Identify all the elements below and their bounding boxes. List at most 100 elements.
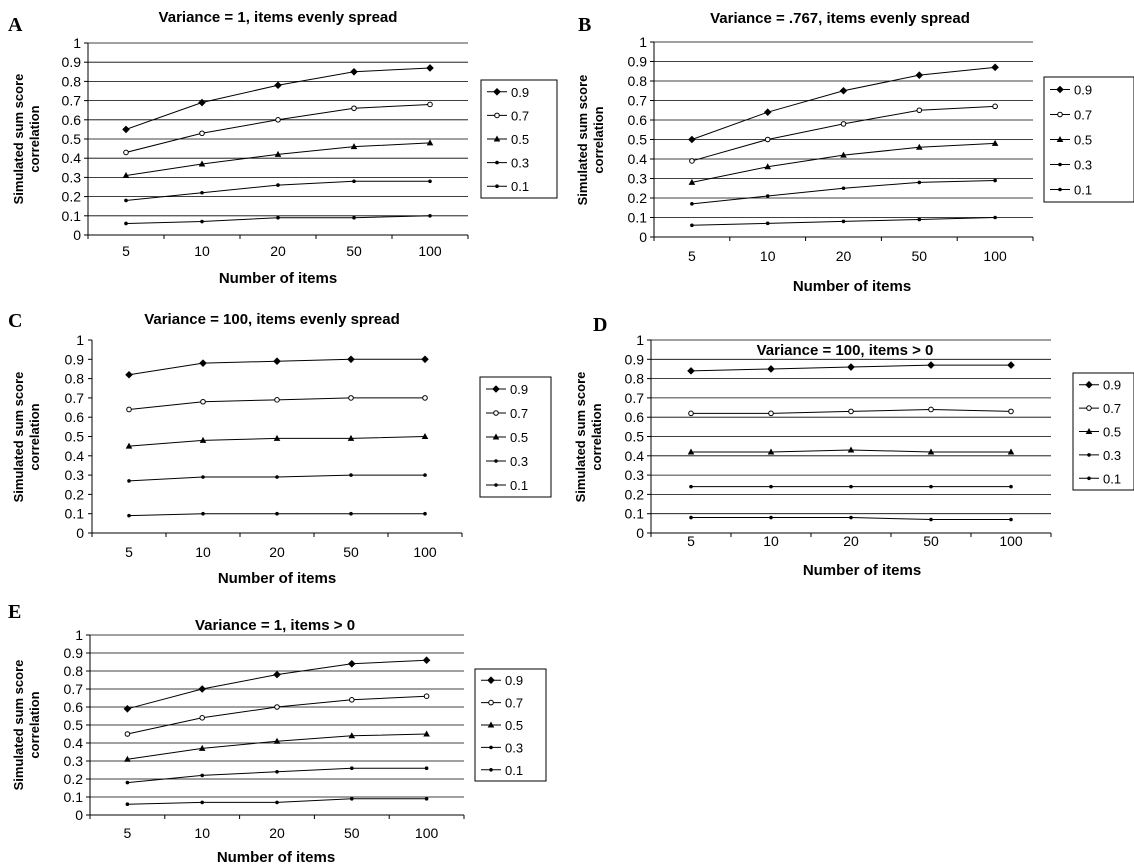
- data-point-0.1: [841, 219, 846, 224]
- data-point-0.1: [125, 802, 130, 806]
- data-point-0.1: [993, 215, 997, 220]
- y-tick-label: 0.4: [64, 735, 84, 751]
- x-axis-label: Number of items: [803, 562, 921, 579]
- y-tick-label: 0.4: [62, 150, 82, 166]
- y-axis-label-line: correlation: [27, 105, 42, 172]
- panel-letter: E: [8, 601, 21, 623]
- data-point-0.3: [349, 473, 353, 477]
- data-point-0.7: [199, 715, 205, 721]
- y-tick-label: 0.7: [628, 93, 648, 109]
- data-point-0.9: [125, 370, 133, 379]
- chart-panel-c: C Variance = 100, items evenly spread 0 0.1…: [8, 310, 552, 587]
- data-point-0.5: [916, 143, 923, 150]
- data-point-0.5: [764, 163, 771, 170]
- y-tick-label: 0.3: [62, 169, 82, 185]
- data-point-0.7: [1008, 408, 1014, 415]
- legend-marker: [492, 433, 500, 440]
- data-point-0.1: [352, 215, 356, 220]
- data-point-0.9: [347, 355, 355, 364]
- legend-marker: [1058, 162, 1062, 167]
- data-point-0.3: [350, 766, 354, 770]
- data-point-0.5: [273, 434, 281, 441]
- panel-letter: C: [8, 310, 22, 332]
- data-point-0.9: [198, 98, 206, 107]
- data-point-0.7: [689, 158, 695, 164]
- data-point-0.7: [199, 130, 205, 137]
- data-point-0.5: [767, 448, 775, 455]
- legend-label: 0.1: [1074, 183, 1092, 198]
- legend-label: 0.7: [505, 696, 523, 711]
- y-tick-label: 0.4: [625, 448, 645, 464]
- data-point-0.9: [348, 660, 356, 668]
- chart-title: Variance = 1, items > 0: [195, 617, 355, 634]
- data-point-0.3: [352, 179, 356, 184]
- data-point-0.5: [1007, 448, 1015, 455]
- legend-marker: [487, 676, 495, 684]
- y-tick-label: 0.9: [62, 54, 82, 70]
- chart-title: Variance = 100, items > 0: [757, 342, 934, 359]
- data-point-0.9: [199, 359, 207, 367]
- data-point-0.9: [421, 355, 429, 364]
- x-tick-label: 10: [194, 825, 210, 841]
- legend-label: 0.1: [510, 478, 528, 493]
- y-tick-label: 0.6: [625, 409, 645, 425]
- data-point-0.5: [421, 433, 429, 439]
- data-point-0.3: [769, 484, 773, 489]
- data-point-0.5: [122, 171, 130, 178]
- data-point-0.9: [122, 125, 130, 134]
- y-tick-label: 1: [636, 332, 644, 348]
- y-tick-label: 0.6: [65, 409, 85, 425]
- data-point-0.5: [124, 755, 131, 762]
- y-tick-label: 0.1: [628, 210, 648, 226]
- data-point-0.9: [847, 363, 855, 371]
- data-point-0.3: [1009, 484, 1013, 489]
- chart-panel-e: E Variance = 1, items > 0 0 0.1 0.2 0.3 0.4 0.5…: [8, 601, 547, 866]
- legend-marker: [1085, 380, 1093, 389]
- chart-panel-a: A Variance = 1, items evenly spread 0 0.1 0.…: [8, 9, 558, 287]
- data-point-0.1: [769, 515, 773, 520]
- x-tick-label: 5: [687, 533, 695, 549]
- legend-label: 0.9: [1074, 83, 1092, 98]
- data-point-0.3: [689, 484, 693, 489]
- series-line-0.3: [691, 179, 996, 205]
- y-tick-label: 0.8: [625, 371, 645, 387]
- data-point-0.9: [274, 81, 282, 90]
- legend-marker: [495, 184, 499, 188]
- y-tick-label: 0.1: [64, 789, 84, 805]
- y-tick-label: 0.4: [628, 151, 648, 167]
- data-point-0.9: [767, 365, 775, 373]
- legend-label: 0.5: [505, 718, 523, 733]
- data-point-0.9: [422, 656, 431, 664]
- data-point-0.3: [201, 475, 205, 479]
- data-point-0.3: [276, 183, 280, 187]
- y-tick-label: 0.7: [64, 681, 84, 697]
- x-tick-label: 5: [688, 248, 696, 264]
- data-point-0.1: [917, 217, 922, 222]
- x-tick-label: 10: [194, 243, 210, 259]
- data-point-0.3: [993, 178, 997, 183]
- data-point-0.7: [351, 105, 357, 112]
- data-point-0.5: [840, 151, 847, 158]
- series-line-0.7: [127, 695, 427, 735]
- x-tick-label: 20: [270, 243, 286, 259]
- x-axis-label: Number of items: [793, 278, 911, 295]
- y-tick-label: 1: [76, 332, 84, 348]
- y-axis-label-line: Simulated sum score: [11, 660, 26, 791]
- y-tick-label: 0.2: [65, 486, 85, 502]
- legend-marker: [1056, 136, 1064, 142]
- data-point-0.7: [274, 704, 280, 710]
- x-tick-label: 50: [912, 248, 928, 264]
- data-point-0.1: [201, 511, 205, 516]
- y-axis-label: Simulated sum scorecorrelation: [11, 372, 42, 503]
- data-point-0.3: [428, 179, 432, 184]
- y-axis-label: Simulated sum scorecorrelation: [573, 372, 604, 503]
- data-point-0.5: [273, 737, 281, 744]
- data-point-0.5: [688, 178, 696, 185]
- y-axis-label: Simulated sum scorecorrelation: [11, 660, 42, 791]
- legend-label: 0.7: [1074, 108, 1092, 123]
- y-tick-label: 0.1: [62, 208, 82, 224]
- data-point-0.9: [350, 68, 358, 76]
- chart-panel-b: B Variance = .767, items evenly spread 0 0.…: [575, 10, 1134, 295]
- y-tick-label: 0.5: [625, 429, 645, 445]
